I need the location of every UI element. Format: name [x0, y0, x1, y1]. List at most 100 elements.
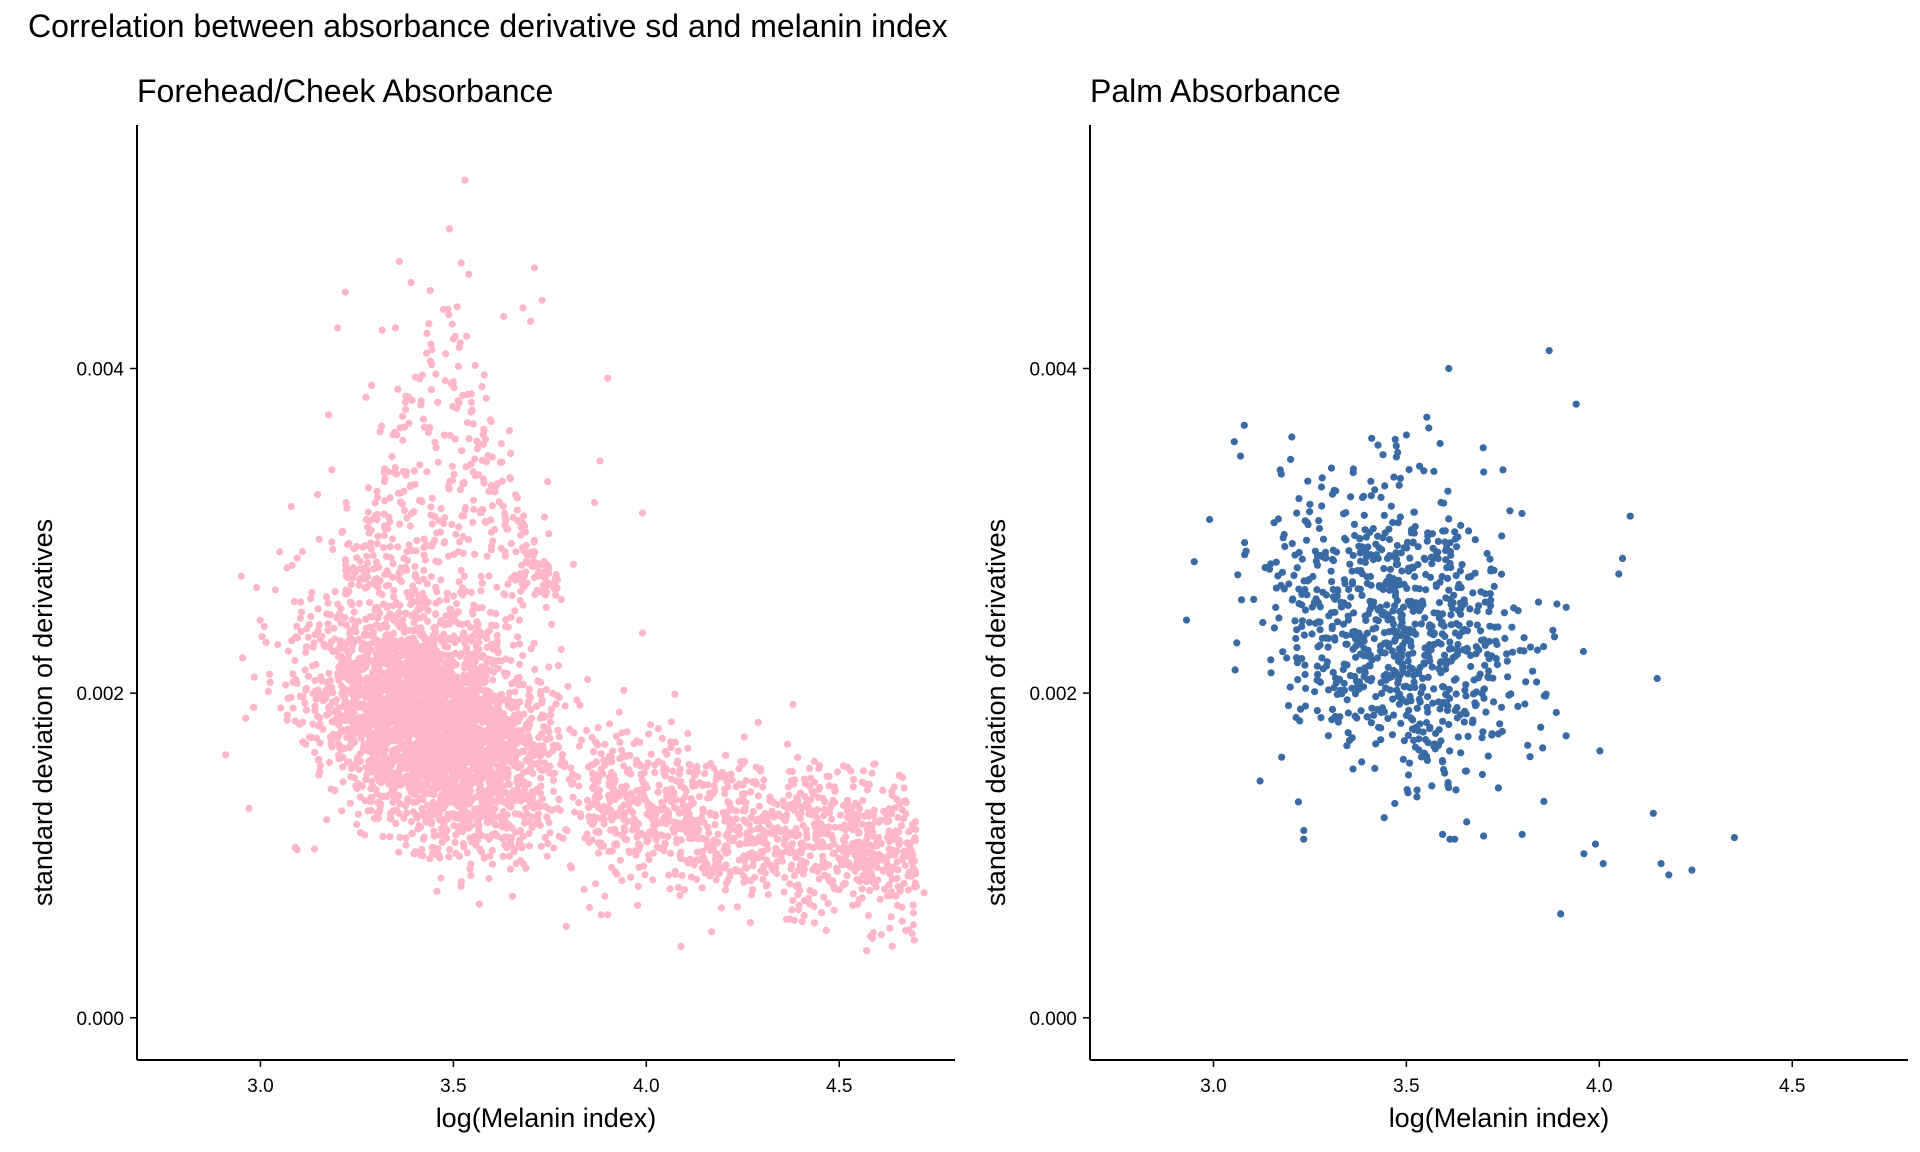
data-point — [667, 718, 675, 726]
data-point — [532, 749, 541, 757]
data-point — [447, 782, 455, 790]
data-point — [687, 855, 695, 864]
data-point — [538, 795, 547, 803]
data-point — [488, 860, 496, 868]
data-point — [727, 770, 735, 778]
data-point — [474, 758, 483, 767]
data-point — [427, 386, 435, 394]
data-point — [866, 887, 874, 895]
data-point — [711, 821, 719, 829]
data-point — [501, 818, 509, 826]
data-point — [400, 731, 408, 739]
data-point — [444, 552, 452, 560]
data-point — [551, 743, 559, 752]
data-point — [597, 911, 605, 919]
data-point — [525, 829, 533, 838]
data-point — [662, 765, 670, 773]
data-point — [555, 832, 563, 840]
data-point — [644, 759, 652, 767]
data-point — [554, 662, 563, 670]
data-point — [460, 629, 468, 637]
data-point — [567, 764, 575, 772]
data-point — [755, 854, 763, 862]
data-point — [664, 832, 672, 841]
data-point — [426, 664, 434, 672]
data-point — [481, 853, 489, 862]
data-point — [511, 688, 519, 696]
data-point — [686, 801, 695, 809]
data-point — [417, 397, 425, 405]
data-point — [378, 669, 386, 678]
data-point — [413, 814, 421, 822]
data-point — [514, 676, 522, 684]
data-point — [544, 561, 552, 570]
data-point — [476, 701, 484, 710]
data-point — [470, 505, 478, 513]
data-point — [687, 873, 696, 881]
data-point — [719, 808, 727, 817]
data-point — [867, 824, 875, 832]
data-point — [465, 777, 473, 785]
data-point — [428, 715, 436, 723]
data-point — [779, 797, 787, 805]
data-point — [515, 839, 523, 847]
data-point — [340, 655, 349, 663]
data-point — [901, 861, 909, 870]
data-point — [699, 781, 707, 790]
data-point — [498, 762, 506, 770]
data-point — [898, 917, 906, 925]
data-point — [805, 764, 814, 773]
data-point — [351, 622, 359, 631]
data-point — [347, 580, 355, 589]
data-point — [910, 936, 918, 944]
data-point — [515, 616, 524, 624]
data-point — [400, 507, 408, 515]
data-point — [501, 514, 509, 522]
data-point — [459, 479, 467, 488]
data-point — [686, 834, 694, 843]
data-point — [510, 848, 518, 856]
data-point — [463, 797, 471, 806]
data-point — [432, 599, 440, 607]
data-point — [357, 574, 365, 582]
data-point — [454, 811, 462, 819]
data-point — [887, 810, 896, 818]
data-point — [631, 816, 639, 825]
data-point — [481, 435, 490, 443]
data-point — [373, 540, 381, 548]
data-point — [381, 621, 389, 629]
data-point — [527, 645, 535, 653]
data-point — [810, 902, 818, 911]
data-point — [791, 832, 800, 840]
data-point — [744, 835, 752, 843]
data-point — [694, 856, 702, 864]
data-point — [414, 605, 422, 613]
data-point — [864, 849, 872, 857]
data-point — [490, 487, 498, 495]
data-point — [747, 788, 755, 796]
data-point — [342, 687, 350, 695]
data-point — [721, 842, 730, 850]
data-point — [385, 513, 393, 521]
data-point — [546, 762, 554, 770]
data-point — [380, 531, 388, 540]
data-point — [610, 779, 618, 787]
data-point — [699, 835, 707, 843]
data-point — [575, 742, 583, 750]
data-point — [546, 829, 554, 837]
data-point — [900, 784, 908, 792]
data-point — [609, 785, 618, 793]
data-point — [648, 802, 656, 810]
data-point — [848, 803, 856, 812]
data-point — [810, 757, 818, 765]
data-point — [667, 743, 675, 752]
data-point — [348, 601, 356, 609]
data-point — [583, 830, 591, 838]
data-point — [429, 734, 437, 742]
data-point — [594, 849, 603, 857]
data-point — [319, 697, 327, 705]
data-point — [517, 531, 525, 539]
data-point — [516, 792, 525, 801]
data-point — [386, 833, 394, 841]
data-point — [416, 716, 424, 725]
